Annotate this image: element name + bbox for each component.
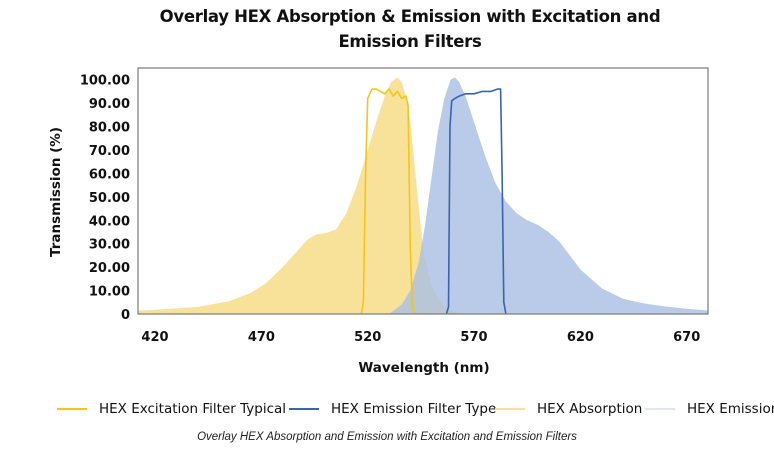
legend: HEX Excitation Filter Typical HEX Emissi… (0, 398, 774, 420)
x-tick-label: 670 (673, 330, 700, 345)
y-tick-label: 80.00 (89, 121, 130, 136)
legend-swatch-hex-absorption (495, 408, 525, 410)
figure-caption: Overlay HEX Absorption and Emission with… (197, 431, 577, 443)
chart-plot: 0 10.00 20.00 30.00 40.00 50.00 60.00 70.00 80.0… (48, 67, 709, 376)
y-tick-label: 60.00 (89, 167, 130, 182)
legend-label-hex-absorption: HEX Absorption (537, 401, 643, 417)
legend-item-hex-emission[interactable]: HEX Emission (645, 398, 774, 420)
y-tick-label: 50.00 (89, 191, 130, 206)
y-tick-label: 40.00 (89, 214, 130, 229)
x-tick-label: 570 (460, 330, 487, 345)
y-tick-label: 70.00 (89, 144, 130, 159)
legend-item-emission-filter[interactable]: HEX Emission Filter Type (289, 398, 496, 420)
x-tick-label: 620 (567, 330, 594, 345)
legend-label-emission-filter: HEX Emission Filter Type (331, 401, 497, 417)
y-tick-label: 20.00 (89, 261, 130, 276)
legend-label-hex-emission: HEX Emission (687, 401, 774, 417)
chart-title-line-2: Emission Filters (338, 32, 482, 51)
x-tick-label: 420 (141, 330, 168, 345)
chart-title: Overlay HEX Absorption & Emission with E… (110, 4, 710, 54)
chart-title-line-1: Overlay HEX Absorption & Emission with E… (159, 7, 661, 26)
line-series-hex-emission-filter-type (445, 88, 507, 315)
area-series-hex-emission (389, 77, 708, 315)
plot-fills (138, 77, 708, 315)
plot-lines (360, 88, 507, 315)
legend-swatch-emission-filter (289, 408, 319, 410)
legend-label-excitation-filter: HEX Excitation Filter Typical (99, 401, 287, 417)
line-series-hex-excitation-filter-typical (360, 88, 416, 315)
legend-item-excitation-filter[interactable]: HEX Excitation Filter Typical (57, 398, 286, 420)
x-tick-labels: 420 470 520 570 620 670 (141, 330, 700, 345)
y-tick-label: 0 (121, 308, 130, 323)
y-tick-label: 90.00 (89, 97, 130, 112)
legend-swatch-excitation-filter (57, 408, 87, 410)
area-series-hex-absorption (138, 77, 464, 315)
legend-item-hex-absorption[interactable]: HEX Absorption (495, 398, 642, 420)
x-tick-label: 520 (354, 330, 381, 345)
y-tick-label: 30.00 (89, 238, 130, 253)
x-axis-label: Wavelength (nm) (358, 360, 489, 376)
x-tick-label: 470 (248, 330, 275, 345)
y-tick-labels: 0 10.00 20.00 30.00 40.00 50.00 60.00 70.00 80.0… (80, 74, 130, 323)
legend-swatch-hex-emission (645, 408, 675, 410)
plot-frame (137, 67, 709, 315)
plot-border (137, 67, 709, 315)
y-tick-label: 10.00 (89, 285, 130, 300)
y-tick-label: 100.00 (80, 74, 130, 89)
y-axis-label: Transmission (%) (48, 127, 64, 257)
